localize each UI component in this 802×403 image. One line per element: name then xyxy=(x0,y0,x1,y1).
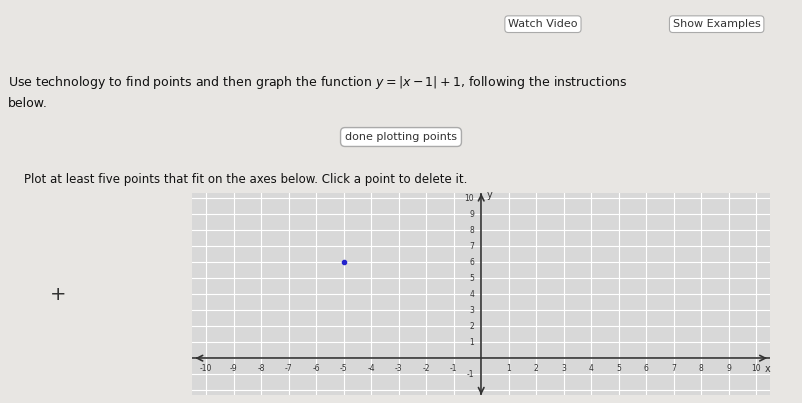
Text: below.: below. xyxy=(8,97,48,110)
Text: 6: 6 xyxy=(644,364,649,373)
Text: 5: 5 xyxy=(469,274,474,283)
Text: Watch Video: Watch Video xyxy=(508,19,577,29)
Text: Use technology to find points and then graph the function $y = |x - 1| + 1$, fol: Use technology to find points and then g… xyxy=(8,74,627,91)
Text: -1: -1 xyxy=(467,370,474,379)
Text: -5: -5 xyxy=(340,364,347,373)
Text: y: y xyxy=(487,190,492,200)
Text: 9: 9 xyxy=(469,210,474,219)
Text: 2: 2 xyxy=(470,322,474,331)
Text: 10: 10 xyxy=(464,194,474,203)
Text: 3: 3 xyxy=(561,364,566,373)
Text: 6: 6 xyxy=(469,258,474,267)
Text: 4: 4 xyxy=(589,364,593,373)
Text: -9: -9 xyxy=(230,364,237,373)
Text: -2: -2 xyxy=(423,364,430,373)
Text: 10: 10 xyxy=(751,364,761,373)
Text: done plotting points: done plotting points xyxy=(345,132,457,142)
Text: 2: 2 xyxy=(534,364,539,373)
Text: 1: 1 xyxy=(506,364,511,373)
Text: -6: -6 xyxy=(313,364,320,373)
Text: 7: 7 xyxy=(671,364,676,373)
Text: +: + xyxy=(50,285,66,304)
Text: x: x xyxy=(764,364,770,374)
Text: -4: -4 xyxy=(367,364,375,373)
Text: 1: 1 xyxy=(470,338,474,347)
Text: 7: 7 xyxy=(469,242,474,251)
Text: -1: -1 xyxy=(450,364,457,373)
Text: 5: 5 xyxy=(616,364,621,373)
Text: 4: 4 xyxy=(469,290,474,299)
Text: 3: 3 xyxy=(469,306,474,315)
Text: 8: 8 xyxy=(470,226,474,235)
Text: -7: -7 xyxy=(285,364,293,373)
Text: -10: -10 xyxy=(200,364,213,373)
Text: -3: -3 xyxy=(395,364,403,373)
Text: -8: -8 xyxy=(257,364,265,373)
Text: 9: 9 xyxy=(727,364,731,373)
Text: 8: 8 xyxy=(699,364,703,373)
Text: Show Examples: Show Examples xyxy=(673,19,760,29)
Text: Plot at least ​​​​five​​​​ points that fit on the axes below. Click a point to d: Plot at least ​​​​five​​​​ points that f… xyxy=(23,173,467,186)
